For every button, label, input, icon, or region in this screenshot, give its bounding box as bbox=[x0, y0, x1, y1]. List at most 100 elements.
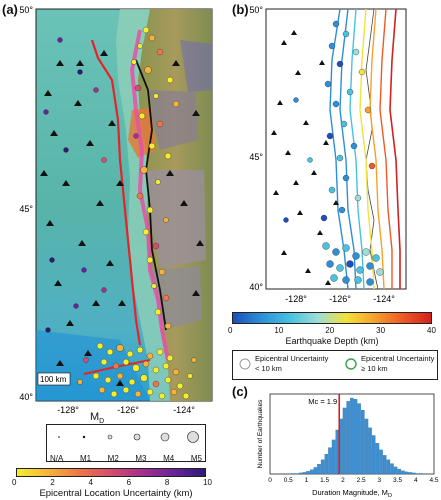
unc-tick-8: 8 bbox=[164, 478, 170, 487]
histogram-bar bbox=[342, 407, 347, 475]
small-uncertainty-text: Epicentral Uncertainty < 10 km bbox=[255, 354, 328, 374]
histogram-bar bbox=[324, 454, 329, 475]
depth-colorbar-label: Earthquake Depth (km) bbox=[285, 336, 379, 346]
histogram-xlabel: Duration Magnitude, MD bbox=[312, 488, 392, 499]
panel-c-label: (c) bbox=[232, 384, 248, 399]
depth-colorbar bbox=[232, 312, 432, 324]
histogram-x-tick: 4.5 bbox=[429, 477, 438, 484]
epicenters-b bbox=[283, 20, 384, 286]
histogram-x-ticks: 0 0.5 1 1.5 2 2.5 3 3.5 4 4.5 bbox=[268, 477, 439, 484]
unc-tick-0: 0 bbox=[12, 478, 17, 487]
pink-boundary bbox=[129, 29, 170, 361]
histogram-bars bbox=[291, 397, 423, 475]
histogram-bar bbox=[419, 473, 423, 475]
panel-b-map: 50° 45° 40° -128° -126° -124° bbox=[249, 5, 407, 304]
lon-tick-128-a: -128° bbox=[57, 405, 79, 415]
large-uncertainty-line2: ≥ 10 km bbox=[361, 364, 388, 373]
uncertainty-legend-b: Epicentral Uncertainty < 10 km Epicentra… bbox=[232, 350, 438, 380]
depth-tick-40: 40 bbox=[427, 326, 436, 335]
histogram-bar bbox=[317, 463, 321, 475]
depth-colorbar-ticks: 0 10 20 30 40 bbox=[228, 326, 436, 335]
magnitude-legend-labels: N/A M1 M2 M3 M4 M5 bbox=[47, 454, 205, 463]
histogram-x-tick: 3.5 bbox=[393, 477, 402, 484]
depth-tick-30: 30 bbox=[376, 326, 386, 335]
histogram-xlabel-sub: D bbox=[388, 493, 392, 499]
histogram-bar bbox=[295, 473, 299, 475]
scale-bar-box bbox=[37, 372, 71, 386]
large-uncertainty-symbol bbox=[345, 358, 357, 370]
histogram-ylabel: Number of Earthquakes bbox=[257, 399, 264, 468]
histogram-x-tick: 2 bbox=[341, 477, 345, 484]
epicenter-cluster-a bbox=[77, 342, 197, 400]
stations-a bbox=[40, 50, 204, 386]
histogram-bar bbox=[390, 463, 394, 475]
zone-grey-2 bbox=[146, 170, 206, 268]
panel-b-label: (b) bbox=[232, 2, 249, 17]
histogram-bar bbox=[397, 468, 402, 475]
lon-tick-128-b: -128° bbox=[285, 294, 307, 304]
lat-tick-50-a: 50° bbox=[19, 5, 33, 15]
fault-line-2 bbox=[83, 359, 151, 375]
magnitude-legend-title-text: M bbox=[90, 411, 100, 423]
histogram-bar bbox=[302, 472, 307, 475]
histogram-x-tick: 0.5 bbox=[284, 477, 293, 484]
lat-tick-50-b: 50° bbox=[249, 5, 263, 15]
histogram-bar bbox=[313, 467, 318, 475]
histogram-bar bbox=[382, 455, 387, 475]
histogram-bar bbox=[379, 449, 383, 475]
mag-label-m3: M3 bbox=[135, 454, 147, 463]
histogram-x-tick: 2.5 bbox=[357, 477, 366, 484]
small-uncertainty-line2: < 10 km bbox=[255, 364, 282, 373]
panel-a-label: (a) bbox=[2, 2, 18, 17]
zone-purple bbox=[180, 40, 212, 92]
histogram-x-tick: 0 bbox=[268, 477, 272, 484]
large-uncertainty-text: Epicentral Uncertainty ≥ 10 km bbox=[361, 354, 434, 374]
mag-label-na: N/A bbox=[50, 454, 64, 463]
depth-contour-2 bbox=[339, 8, 357, 290]
histogram-bar bbox=[331, 439, 336, 475]
histogram-bar bbox=[375, 443, 380, 475]
histogram-bar bbox=[320, 459, 325, 475]
lat-tick-45-b: 45° bbox=[249, 152, 263, 162]
mag-label-m4: M4 bbox=[163, 454, 175, 463]
histogram-x-tick: 1.5 bbox=[320, 477, 329, 484]
depth-tick-20: 20 bbox=[325, 326, 335, 335]
uncertainty-colorbar bbox=[16, 468, 206, 477]
lat-tick-40-b: 40° bbox=[249, 282, 263, 292]
depth-contour-5 bbox=[369, 8, 385, 290]
histogram-bar bbox=[350, 397, 354, 475]
depth-tick-0: 0 bbox=[228, 326, 233, 335]
magnitude-legend-symbols bbox=[58, 431, 199, 443]
histogram-bar bbox=[309, 469, 314, 475]
histogram-bar bbox=[412, 472, 416, 475]
panel-a-map: 100 km 50° 45° 40° -128° -126° -124° bbox=[19, 5, 213, 415]
histogram-x-tick: 4 bbox=[414, 477, 418, 484]
unc-tick-10: 10 bbox=[203, 478, 212, 487]
small-uncertainty-symbol bbox=[239, 358, 251, 370]
histogram-bar bbox=[408, 472, 412, 475]
histogram-bar bbox=[364, 418, 369, 475]
uncertainty-colorbar-label: Epicentral Location Uncertainty (km) bbox=[39, 488, 193, 499]
histogram-bar bbox=[368, 427, 372, 475]
trench-line bbox=[90, 39, 142, 346]
histogram-bar bbox=[361, 410, 365, 475]
large-uncertainty-line1: Epicentral Uncertainty bbox=[361, 354, 435, 363]
unc-tick-6: 6 bbox=[126, 478, 132, 487]
mc-label: Mc = 1.9 bbox=[308, 397, 337, 406]
depth-contour-7 bbox=[389, 8, 401, 289]
histogram-bar bbox=[386, 459, 391, 475]
histogram-bar bbox=[415, 473, 420, 475]
depth-tick-10: 10 bbox=[274, 326, 284, 335]
mag-label-m2: M2 bbox=[107, 454, 119, 463]
uncertainty-colorbar-ticks: 0 2 4 6 8 10 bbox=[12, 478, 212, 487]
small-uncertainty-line1: Epicentral Uncertainty bbox=[255, 354, 329, 363]
zone-grey-1 bbox=[150, 90, 198, 150]
mag-label-m5: M5 bbox=[190, 454, 202, 463]
histogram-bar bbox=[335, 429, 340, 475]
histogram-bar bbox=[346, 401, 350, 475]
histogram-bar bbox=[328, 447, 332, 475]
depth-contour-6 bbox=[379, 8, 393, 289]
histogram-bar bbox=[306, 471, 310, 475]
lon-tick-126-a: -126° bbox=[117, 405, 139, 415]
depth-contour-3 bbox=[349, 8, 365, 290]
